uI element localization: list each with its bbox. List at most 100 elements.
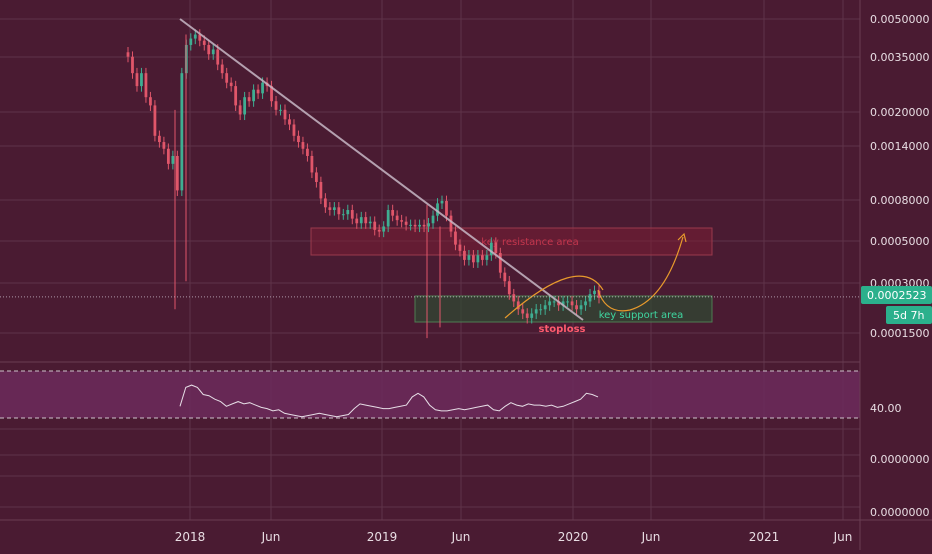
candle-body <box>193 34 197 39</box>
candle <box>310 150 314 179</box>
candle <box>319 176 323 205</box>
time-tick-label: 2019 <box>367 530 398 544</box>
candle <box>364 211 368 229</box>
candle <box>570 296 574 311</box>
stoploss-label: stoploss <box>539 324 586 335</box>
candle-body <box>534 309 538 314</box>
candle <box>404 216 408 231</box>
candle <box>283 104 287 125</box>
candles <box>126 29 601 339</box>
candle <box>386 204 390 233</box>
candle <box>575 300 578 315</box>
candle-body <box>288 119 291 125</box>
candle-body <box>350 210 354 219</box>
candle-body <box>270 86 273 102</box>
candle <box>193 29 197 45</box>
candle-body <box>584 301 587 306</box>
candle-body <box>368 221 372 224</box>
trend-line <box>179 18 584 321</box>
candle <box>140 67 143 92</box>
price-tick-label: 0.0035000 <box>870 51 930 64</box>
candle <box>418 219 421 233</box>
candle <box>166 143 170 170</box>
candle-body <box>386 210 390 227</box>
candle-body <box>220 64 224 74</box>
candle <box>131 51 134 79</box>
candle <box>180 67 184 196</box>
candle <box>485 249 489 266</box>
candle-body <box>328 207 332 211</box>
candle <box>512 288 516 308</box>
candle <box>256 84 260 99</box>
price-tick-label: 0.0008000 <box>870 194 930 207</box>
candle <box>516 296 520 315</box>
candle-body <box>400 220 404 222</box>
projection-arrowhead <box>677 232 687 243</box>
candle-body <box>158 135 161 143</box>
rsi-tick-label: 0.0000000 <box>870 453 930 466</box>
candle <box>431 210 435 229</box>
candle <box>153 100 157 142</box>
time-tick-label: 2018 <box>175 530 206 544</box>
candle-body <box>413 224 417 227</box>
candle <box>472 249 475 268</box>
candle <box>341 208 345 220</box>
candle <box>391 204 395 222</box>
candle <box>584 296 587 311</box>
candle <box>238 100 242 121</box>
candle <box>530 308 534 324</box>
candle-body <box>301 142 305 149</box>
candle-body <box>198 34 202 41</box>
candle <box>323 193 327 213</box>
candle-body <box>323 198 327 208</box>
candle <box>503 267 507 287</box>
candle <box>449 210 453 238</box>
candle <box>422 219 426 233</box>
candle-body <box>548 301 552 306</box>
candle <box>252 84 255 107</box>
candle-body <box>512 294 516 302</box>
price-tick-label: 0.0005000 <box>870 235 930 248</box>
candle-body <box>135 73 139 87</box>
rounding-arc <box>504 275 604 319</box>
candle-body <box>332 207 336 211</box>
candle-body <box>530 313 534 318</box>
candle <box>149 91 152 111</box>
candle <box>454 226 457 251</box>
candle-body <box>238 105 242 115</box>
candle-body <box>404 221 408 225</box>
candle-body <box>364 217 368 224</box>
candle <box>359 211 363 229</box>
candle-body <box>557 301 561 306</box>
candle-body <box>149 97 152 106</box>
candle-body <box>355 218 359 224</box>
candle-body <box>166 148 170 164</box>
candle-body <box>543 305 547 310</box>
candle-body <box>162 142 166 149</box>
candle-body <box>140 73 143 87</box>
candle-body <box>445 200 448 216</box>
candle-body <box>575 305 578 310</box>
candle-body <box>436 203 439 216</box>
candle <box>521 304 525 320</box>
candle-body <box>243 97 247 115</box>
candle-body <box>503 272 507 282</box>
candle-body <box>126 52 130 57</box>
candle-body <box>279 109 282 111</box>
candle-body <box>373 221 377 230</box>
candle <box>207 39 211 60</box>
candle-body <box>131 56 134 74</box>
candle-body <box>297 135 300 143</box>
candle-body <box>382 226 386 232</box>
candle-body <box>418 224 421 227</box>
candle-body <box>341 214 345 216</box>
resistance-label: key resistance area <box>481 237 578 248</box>
candle-body <box>566 301 569 303</box>
candle-body <box>346 210 350 215</box>
candle <box>427 217 430 233</box>
candle-body <box>472 255 475 263</box>
candle-body <box>310 155 314 173</box>
support-label: key support area <box>599 310 684 321</box>
